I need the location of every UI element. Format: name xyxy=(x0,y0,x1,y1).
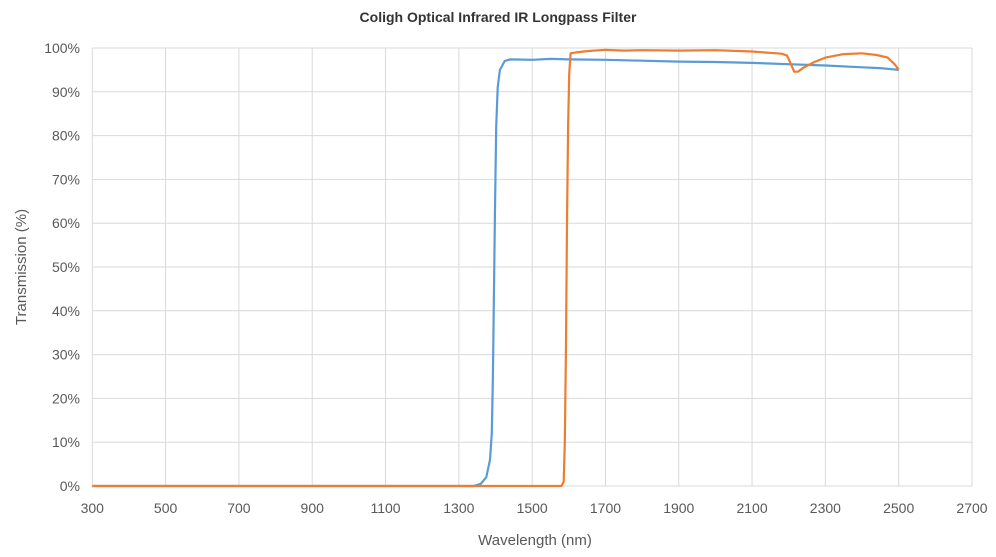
y-tick-label: 0% xyxy=(60,478,80,494)
x-tick-label: 900 xyxy=(301,500,325,516)
y-tick-label: 40% xyxy=(52,303,80,319)
y-tick-labels: 0% 10% 20% 30% 40% 50% 60% 70% 80% 90% 100% xyxy=(44,40,80,494)
x-tick-label: 500 xyxy=(154,500,178,516)
x-tick-label: 2100 xyxy=(736,500,767,516)
x-tick-label: 1500 xyxy=(517,500,548,516)
x-tick-label: 700 xyxy=(227,500,251,516)
x-tick-labels: 300 500 700 900 1100 1300 1500 1700 1900 2100 2300… xyxy=(81,500,988,516)
x-tick-label: 1700 xyxy=(590,500,621,516)
x-tick-label: 1300 xyxy=(443,500,474,516)
y-axis-label: Transmission (%) xyxy=(13,209,30,325)
x-axis-label: Wavelength (nm) xyxy=(478,532,592,549)
grid xyxy=(91,47,973,487)
y-tick-label: 10% xyxy=(52,434,80,450)
y-tick-label: 30% xyxy=(52,347,80,363)
x-tick-label: 300 xyxy=(81,500,105,516)
y-tick-label: 100% xyxy=(44,40,80,56)
x-tick-label: 2300 xyxy=(810,500,841,516)
y-tick-label: 70% xyxy=(52,171,80,187)
series-line-1 xyxy=(92,48,900,488)
x-tick-label: 1900 xyxy=(663,500,694,516)
y-tick-label: 80% xyxy=(52,128,80,144)
chart-title: Coligh Optical Infrared IR Longpass Filt… xyxy=(360,9,637,25)
series-lines xyxy=(92,48,900,488)
series-line-0 xyxy=(92,57,899,488)
y-tick-label: 90% xyxy=(52,84,80,100)
y-tick-label: 20% xyxy=(52,390,80,406)
x-tick-label: 2700 xyxy=(956,500,987,516)
y-tick-label: 60% xyxy=(52,215,80,231)
y-tick-label: 50% xyxy=(52,259,80,275)
x-tick-label: 2500 xyxy=(883,500,914,516)
x-tick-label: 1100 xyxy=(370,500,400,516)
